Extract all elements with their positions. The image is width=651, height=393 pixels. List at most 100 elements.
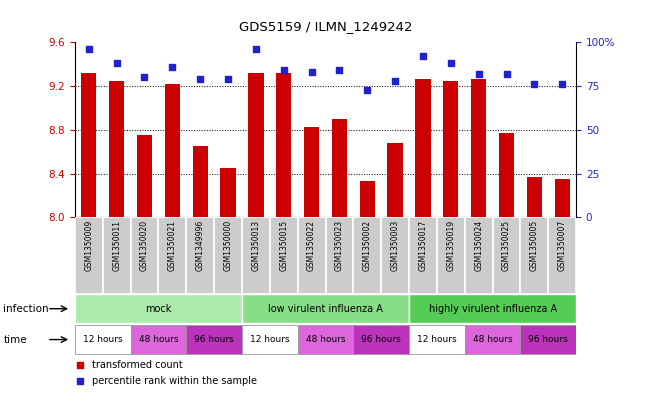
Bar — [165, 84, 180, 217]
Text: GSM1350005: GSM1350005 — [530, 220, 539, 271]
Bar — [415, 79, 430, 217]
Text: GDS5159 / ILMN_1249242: GDS5159 / ILMN_1249242 — [239, 20, 412, 33]
Text: GSM1350022: GSM1350022 — [307, 220, 316, 271]
Point — [279, 67, 289, 73]
Bar — [270, 217, 298, 294]
Bar — [242, 294, 409, 323]
Text: highly virulent influenza A: highly virulent influenza A — [428, 304, 557, 314]
Text: GSM1350011: GSM1350011 — [112, 220, 121, 271]
Text: GSM1350009: GSM1350009 — [84, 220, 93, 271]
Point — [195, 76, 206, 82]
Text: GSM1350000: GSM1350000 — [223, 220, 232, 271]
Bar — [409, 325, 465, 354]
Bar — [499, 133, 514, 217]
Bar — [359, 181, 375, 217]
Text: GSM1350013: GSM1350013 — [251, 220, 260, 271]
Text: GSM1349996: GSM1349996 — [196, 220, 204, 271]
Point — [111, 60, 122, 66]
Bar — [75, 325, 131, 354]
Point — [75, 378, 85, 384]
Bar — [555, 179, 570, 217]
Text: GSM1350003: GSM1350003 — [391, 220, 400, 271]
Bar — [221, 168, 236, 217]
Bar — [465, 217, 493, 294]
Bar — [276, 73, 292, 217]
Bar — [381, 217, 409, 294]
Bar — [332, 119, 347, 217]
Bar — [409, 217, 437, 294]
Text: GSM1350024: GSM1350024 — [474, 220, 483, 271]
Bar — [81, 73, 96, 217]
Bar — [158, 217, 186, 294]
Point — [362, 86, 372, 93]
Point — [501, 71, 512, 77]
Point — [167, 64, 178, 70]
Point — [75, 362, 85, 368]
Bar — [109, 81, 124, 217]
Point — [529, 81, 540, 88]
Bar — [520, 217, 548, 294]
Bar — [548, 217, 576, 294]
Bar — [193, 146, 208, 217]
Text: 12 hours: 12 hours — [250, 335, 290, 344]
Bar — [304, 127, 319, 217]
Bar — [409, 294, 576, 323]
Point — [445, 60, 456, 66]
Text: 96 hours: 96 hours — [361, 335, 401, 344]
Text: 48 hours: 48 hours — [139, 335, 178, 344]
Text: 48 hours: 48 hours — [306, 335, 345, 344]
Point — [251, 46, 261, 53]
Bar — [103, 217, 131, 294]
Bar — [353, 325, 409, 354]
Bar — [248, 73, 264, 217]
Text: GSM1350019: GSM1350019 — [447, 220, 455, 271]
Bar — [353, 217, 381, 294]
Point — [223, 76, 233, 82]
Bar — [493, 217, 520, 294]
Text: GSM1350002: GSM1350002 — [363, 220, 372, 271]
Text: 12 hours: 12 hours — [83, 335, 122, 344]
Text: GSM1350017: GSM1350017 — [419, 220, 428, 271]
Bar — [387, 143, 403, 217]
Bar — [131, 217, 158, 294]
Bar — [527, 177, 542, 217]
Bar — [326, 217, 353, 294]
Bar — [186, 325, 242, 354]
Text: transformed count: transformed count — [92, 360, 183, 370]
Text: 96 hours: 96 hours — [194, 335, 234, 344]
Bar — [298, 325, 353, 354]
Bar — [443, 81, 458, 217]
Text: GSM1350023: GSM1350023 — [335, 220, 344, 271]
Bar — [242, 325, 298, 354]
Bar — [75, 217, 103, 294]
Point — [473, 71, 484, 77]
Bar — [131, 325, 186, 354]
Point — [390, 78, 400, 84]
Text: GSM1350007: GSM1350007 — [558, 220, 567, 271]
Bar — [137, 135, 152, 217]
Text: infection: infection — [3, 304, 49, 314]
Point — [557, 81, 568, 88]
Text: mock: mock — [145, 304, 172, 314]
Point — [418, 53, 428, 60]
Bar — [242, 217, 270, 294]
Bar — [471, 79, 486, 217]
Point — [307, 69, 317, 75]
Text: 96 hours: 96 hours — [529, 335, 568, 344]
Text: time: time — [3, 334, 27, 345]
Bar — [520, 325, 576, 354]
Text: percentile rank within the sample: percentile rank within the sample — [92, 376, 257, 386]
Text: GSM1350021: GSM1350021 — [168, 220, 177, 271]
Bar — [186, 217, 214, 294]
Text: 12 hours: 12 hours — [417, 335, 457, 344]
Text: GSM1350020: GSM1350020 — [140, 220, 149, 271]
Point — [334, 67, 344, 73]
Text: low virulent influenza A: low virulent influenza A — [268, 304, 383, 314]
Bar — [214, 217, 242, 294]
Point — [139, 74, 150, 81]
Bar — [465, 325, 520, 354]
Text: 48 hours: 48 hours — [473, 335, 512, 344]
Bar — [75, 294, 242, 323]
Point — [83, 46, 94, 53]
Bar — [298, 217, 326, 294]
